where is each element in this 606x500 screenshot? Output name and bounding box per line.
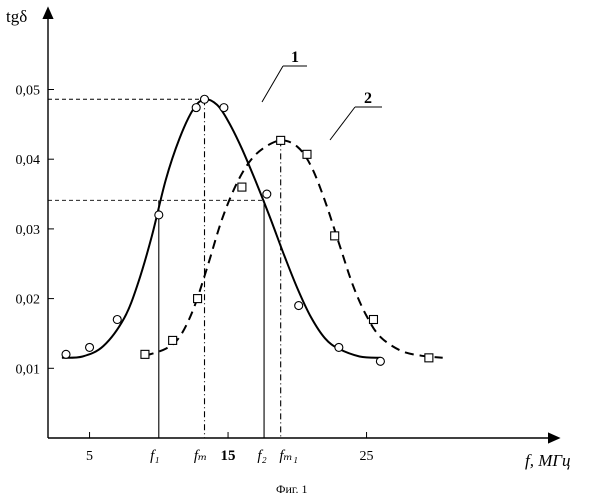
y-tick-label-2: 0,03 bbox=[16, 223, 41, 238]
series-1-label: 1 bbox=[291, 49, 299, 66]
guide-lines bbox=[48, 99, 281, 438]
series-2-point-4 bbox=[277, 136, 285, 144]
series-1-point-8 bbox=[295, 302, 303, 310]
series-2-line bbox=[145, 140, 443, 357]
series-2-point-7 bbox=[369, 316, 377, 324]
series-1-point-7 bbox=[263, 190, 271, 198]
series-1-point-3 bbox=[155, 211, 163, 219]
series-2-label: 2 bbox=[364, 90, 372, 107]
series-2-point-1 bbox=[169, 336, 177, 344]
series-1-point-4 bbox=[192, 104, 200, 112]
frequency-marker-label-3: fₘ₁ bbox=[279, 448, 298, 464]
series-1-point-9 bbox=[335, 343, 343, 351]
series-1-point-0 bbox=[62, 350, 70, 358]
x-tick-label-2: 25 bbox=[360, 449, 374, 464]
series-1-callout: 1 bbox=[262, 49, 307, 102]
y-axis-title: tgδ bbox=[6, 7, 27, 26]
series-2-point-6 bbox=[331, 232, 339, 240]
series-2-callout: 2 bbox=[330, 90, 382, 140]
series-2-point-5 bbox=[303, 150, 311, 158]
frequency-marker-label-1: fₘ bbox=[194, 448, 207, 464]
series-2-point-3 bbox=[238, 183, 246, 191]
series-1 bbox=[62, 95, 385, 365]
series-1-line bbox=[62, 99, 381, 358]
series-1-point-5 bbox=[201, 95, 209, 103]
ticks: 0,01 0,02 0,03 0,04 0,05 5 15 25 f₁ fₘ f₂ fₘ₁ bbox=[16, 84, 374, 465]
x-tick-label-0: 5 bbox=[86, 449, 93, 464]
frequency-marker-label-0: f₁ bbox=[150, 448, 159, 464]
y-tick-label-3: 0,04 bbox=[16, 153, 41, 168]
x-axis-title: f, МГц bbox=[525, 451, 571, 470]
series-1-point-10 bbox=[376, 357, 384, 365]
y-tick-label-1: 0,02 bbox=[16, 293, 41, 308]
series bbox=[62, 95, 443, 365]
x-tick-label-1: 15 bbox=[221, 448, 236, 464]
series-2 bbox=[141, 136, 443, 361]
series-1-point-1 bbox=[86, 343, 94, 351]
y-tick-label-0: 0,01 bbox=[16, 362, 41, 377]
series-1-point-6 bbox=[220, 104, 228, 112]
series-2-point-2 bbox=[194, 295, 202, 303]
frequency-marker-label-2: f₂ bbox=[257, 448, 266, 464]
series-2-point-8 bbox=[425, 354, 433, 362]
series-2-point-0 bbox=[141, 350, 149, 358]
series-1-point-2 bbox=[113, 316, 121, 324]
y-tick-label-4: 0,05 bbox=[16, 84, 41, 99]
figure-caption: Фиг. 1 bbox=[276, 482, 307, 496]
